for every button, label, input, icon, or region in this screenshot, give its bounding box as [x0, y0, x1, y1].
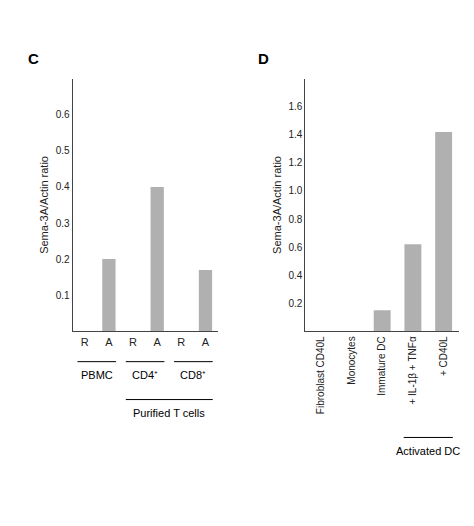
svg-text:Sema-3A/Actin ratio: Sema-3A/Actin ratio — [271, 156, 283, 254]
svg-text:Monocytes: Monocytes — [346, 336, 357, 384]
svg-text:A: A — [105, 336, 113, 348]
svg-text:0.2: 0.2 — [288, 298, 302, 309]
svg-text:Immature DC: Immature DC — [376, 336, 387, 395]
svg-text:A: A — [154, 336, 162, 348]
svg-text:+ IL-1β + TNFα: + IL-1β + TNFα — [407, 336, 418, 404]
svg-text:1.0: 1.0 — [288, 185, 302, 196]
svg-text:Activated DC: Activated DC — [396, 445, 460, 457]
svg-text:0.3: 0.3 — [56, 218, 70, 229]
svg-text:C: C — [28, 50, 39, 67]
svg-text:R: R — [177, 336, 185, 348]
svg-text:1.4: 1.4 — [288, 129, 302, 140]
svg-text:0.2: 0.2 — [56, 254, 70, 265]
svg-text:Purified T cells: Purified T cells — [133, 407, 205, 419]
svg-text:D: D — [258, 50, 269, 67]
svg-text:0.8: 0.8 — [288, 214, 302, 225]
svg-text:0.4: 0.4 — [288, 270, 302, 281]
svg-text:0.5: 0.5 — [56, 145, 70, 156]
svg-text:+ CD40L: + CD40L — [438, 336, 449, 376]
svg-text:R: R — [81, 336, 89, 348]
svg-text:0.6: 0.6 — [56, 109, 70, 120]
svg-text:0.1: 0.1 — [56, 290, 70, 301]
svg-text:1.6: 1.6 — [288, 101, 302, 112]
svg-text:CD8⁺: CD8⁺ — [180, 369, 206, 381]
svg-text:PBMC: PBMC — [81, 369, 113, 381]
svg-text:CD4⁺: CD4⁺ — [132, 369, 158, 381]
svg-text:Sema-3A/Actin ratio: Sema-3A/Actin ratio — [38, 156, 50, 254]
svg-text:A: A — [202, 336, 210, 348]
svg-text:0.4: 0.4 — [56, 181, 70, 192]
svg-text:1.2: 1.2 — [288, 157, 302, 168]
svg-text:0.6: 0.6 — [288, 242, 302, 253]
svg-text:Fibroblast CD40L: Fibroblast CD40L — [315, 336, 326, 414]
svg-text:R: R — [129, 336, 137, 348]
